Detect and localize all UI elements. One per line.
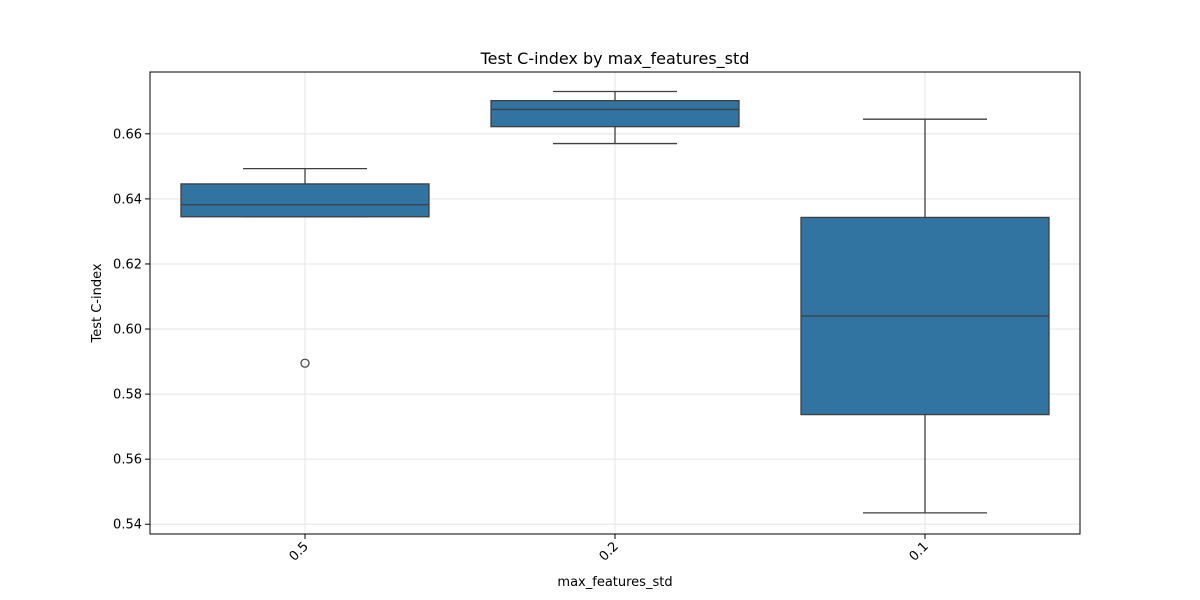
box-group-0.5 (180, 167, 430, 368)
iqr-box (180, 183, 430, 218)
box-group-0.2 (490, 90, 740, 145)
y-tick-label: 0.58 (113, 388, 142, 403)
y-tick-label: 0.64 (113, 192, 142, 207)
y-tick-label: 0.60 (113, 323, 142, 338)
x-axis-label: max_features_std (557, 575, 672, 590)
y-tick-label: 0.66 (113, 127, 142, 142)
y-tick-label: 0.54 (113, 518, 142, 533)
y-axis-label: Test C-index (90, 263, 105, 343)
y-tick-label: 0.62 (113, 257, 142, 272)
box-group-0.1 (800, 118, 1050, 514)
y-tick-label: 0.56 (113, 453, 142, 468)
iqr-box (490, 99, 740, 128)
chart-title: Test C-index by max_features_std (480, 49, 750, 69)
box-layer (180, 90, 1050, 514)
outlier-point (300, 358, 310, 368)
